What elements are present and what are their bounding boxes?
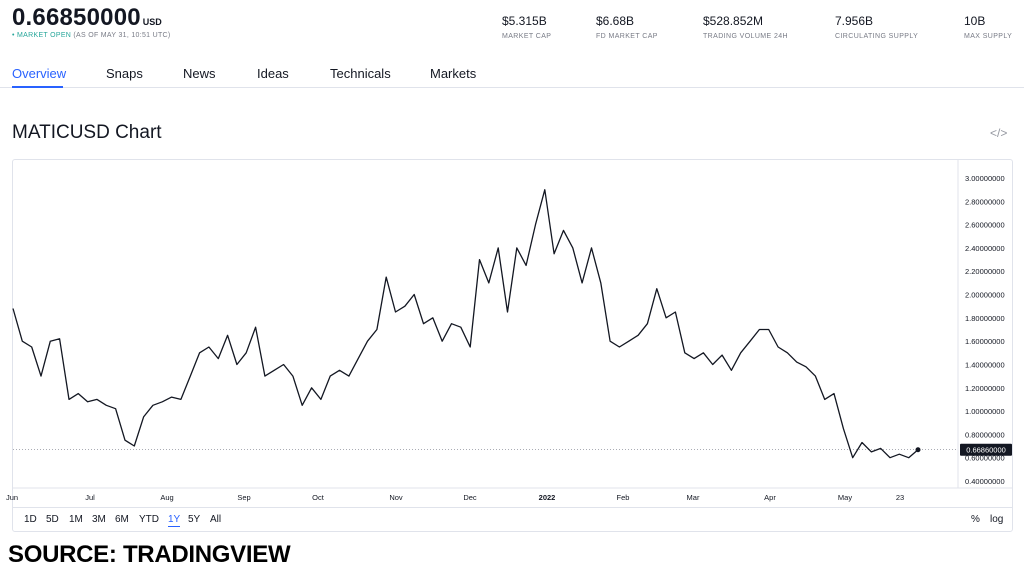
price-block: 0.66850000 USD — [12, 4, 162, 32]
x-tick-label: Mar — [687, 493, 700, 502]
y-tick-label: 1.80000000 — [965, 314, 1005, 323]
y-tick-label: 2.40000000 — [965, 244, 1005, 253]
x-tick-label: Feb — [617, 493, 630, 502]
active-tab-indicator — [12, 86, 63, 88]
tab-overview[interactable]: Overview — [12, 66, 67, 81]
source-caption: SOURCE: TRADINGVIEW — [8, 541, 291, 568]
market-open-label: MARKET OPEN — [17, 32, 72, 39]
y-tick-label: 2.80000000 — [965, 197, 1005, 206]
x-tick-label: Jul — [85, 493, 95, 502]
stat-label: CIRCULATING SUPPLY — [835, 33, 919, 40]
last-price-tag — [960, 443, 1012, 456]
y-tick-label: 1.20000000 — [965, 384, 1005, 393]
quote-header: 0.66850000 USD • MARKET OPEN (AS OF MAY 3… — [0, 0, 1024, 88]
current-price: 0.66850000 — [12, 4, 141, 31]
market-status: • MARKET OPEN (AS OF MAY 31, 10:51 UTC) — [12, 32, 171, 39]
stat-fd-market-cap: $6.68B FD MARKET CAP — [596, 14, 658, 40]
x-tick-label: Aug — [160, 493, 173, 502]
y-tick-label: 0.80000000 — [965, 430, 1005, 439]
x-tick-label: Jun — [6, 493, 18, 502]
tab-technicals[interactable]: Technicals — [330, 66, 391, 81]
tab-ideas[interactable]: Ideas — [257, 66, 289, 81]
stat-circulating-supply: 7.956B CIRCULATING SUPPLY — [835, 14, 918, 40]
last-price-marker — [915, 447, 921, 453]
stat-max-supply: 10B MAX SUPPLY — [964, 14, 1012, 40]
status-dot-icon: • — [12, 32, 15, 39]
percent-scale-button[interactable]: % — [971, 514, 980, 525]
x-tick-label: 2022 — [539, 493, 556, 502]
stat-label: FD MARKET CAP — [596, 33, 658, 40]
embed-code-icon[interactable]: </> — [990, 126, 1008, 140]
range-all-button[interactable]: All — [210, 514, 222, 525]
stat-value: $6.68B — [596, 14, 635, 28]
y-tick-label: 1.60000000 — [965, 337, 1005, 346]
range-1m-button[interactable]: 1M — [69, 514, 83, 525]
range-5y-button[interactable]: 5Y — [188, 514, 201, 525]
stat-value: 7.956B — [835, 14, 874, 28]
stat-value: $528.852M — [703, 14, 764, 28]
stat-label: MARKET CAP — [502, 33, 552, 40]
log-scale-button[interactable]: log — [990, 514, 1004, 525]
chart-title: MATICUSD Chart — [12, 122, 162, 143]
stat-label: TRADING VOLUME 24H — [703, 33, 788, 40]
range-ytd-button[interactable]: YTD — [139, 514, 159, 525]
y-tick-label: 1.00000000 — [965, 407, 1005, 416]
stat-trading-volume: $528.852M TRADING VOLUME 24H — [703, 14, 788, 40]
tab-news[interactable]: News — [183, 66, 216, 81]
range-5d-button[interactable]: 5D — [46, 514, 59, 525]
range-selector: 1D 5D 1M 3M 6M YTD 1Y 5Y All % log — [12, 507, 1013, 532]
x-tick-label: Nov — [389, 493, 403, 502]
x-tick-label: May — [838, 493, 852, 502]
range-1d-button[interactable]: 1D — [24, 514, 37, 525]
y-tick-label: 2.60000000 — [965, 221, 1005, 230]
price-series-line — [12, 189, 919, 459]
stat-value: 10B — [964, 14, 986, 28]
y-tick-label: 3.00000000 — [965, 174, 1005, 183]
x-tick-label: Apr — [764, 493, 776, 502]
price-currency: USD — [142, 17, 162, 27]
stat-market-cap: $5.315B MARKET CAP — [502, 14, 551, 40]
x-tick-label: Dec — [463, 493, 477, 502]
y-tick-label: 0.40000000 — [965, 477, 1005, 486]
y-tick-label: 2.20000000 — [965, 267, 1005, 276]
range-1y-button[interactable]: 1Y — [168, 514, 181, 527]
status-timestamp: (AS OF MAY 31, 10:51 UTC) — [73, 32, 171, 39]
range-6m-button[interactable]: 6M — [115, 514, 129, 525]
y-tick-label: 0.60000000 — [965, 454, 1005, 463]
tab-bar: Overview Snaps News Ideas Technicals Mar… — [0, 62, 600, 88]
x-tick-label: Sep — [237, 493, 250, 502]
last-price-tag-label: 0.66860000 — [966, 446, 1006, 455]
y-tick-label: 1.40000000 — [965, 360, 1005, 369]
x-tick-label: Oct — [312, 493, 325, 502]
stat-label: MAX SUPPLY — [964, 33, 1013, 40]
y-tick-label: 2.00000000 — [965, 291, 1005, 300]
tab-snaps[interactable]: Snaps — [106, 66, 143, 81]
tab-markets[interactable]: Markets — [430, 66, 477, 81]
stat-value: $5.315B — [502, 14, 547, 28]
range-3m-button[interactable]: 3M — [92, 514, 106, 525]
chart-container — [12, 159, 1013, 532]
x-tick-label: 23 — [896, 493, 904, 502]
